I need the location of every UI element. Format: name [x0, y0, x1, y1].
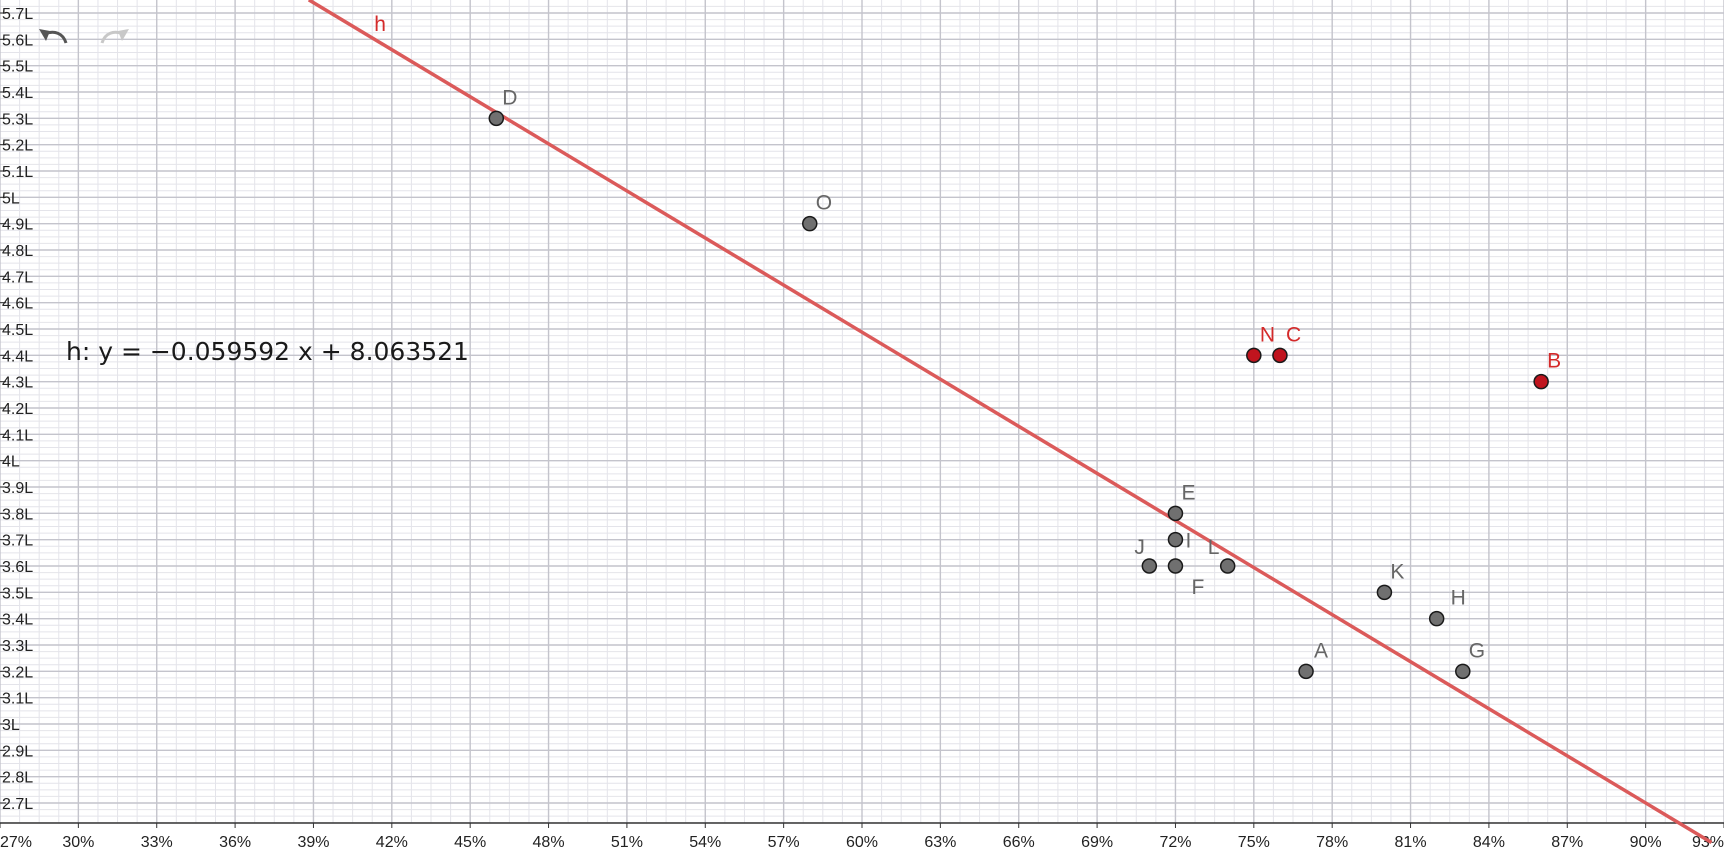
toolbar: [32, 18, 136, 54]
y-tick-label: 5.5L: [2, 59, 33, 76]
y-tick-label: 3.1L: [2, 691, 33, 708]
y-tick-label: 3.4L: [2, 612, 33, 629]
y-tick-label: 4.1L: [2, 427, 33, 444]
point-label-D: D: [502, 86, 517, 109]
data-point-K: [1376, 584, 1393, 601]
data-point-E: [1167, 505, 1184, 522]
data-point-C: [1272, 347, 1288, 364]
data-point-G: [1455, 663, 1471, 680]
data-point-D: [488, 110, 505, 127]
x-tick-label: 27%: [0, 834, 32, 850]
x-tick-label: 63%: [924, 834, 956, 850]
regression-lines: h: [307, 0, 1713, 845]
point-label-A: A: [1314, 639, 1328, 662]
x-tick-label: 84%: [1473, 834, 1505, 850]
x-tick-label: 42%: [376, 834, 408, 850]
point-label-J: J: [1134, 536, 1145, 559]
y-tick-label: 5L: [2, 190, 20, 207]
y-tick-label: 3.7L: [2, 533, 33, 550]
x-tick-label: 54%: [689, 834, 721, 850]
redo-button[interactable]: [94, 18, 136, 54]
x-tick-label: 72%: [1159, 834, 1191, 850]
y-tick-label: 3.5L: [2, 585, 33, 602]
x-tick-label: 90%: [1630, 834, 1662, 850]
x-tick-label: 78%: [1316, 834, 1348, 850]
y-tick-label: 4.9L: [2, 217, 33, 234]
y-tick-label: 5.6L: [2, 32, 33, 49]
y-tick-label: 4.2L: [2, 401, 33, 418]
point-label-B: B: [1547, 350, 1561, 373]
data-point-F: [1167, 558, 1184, 574]
y-tick-label: 4L: [2, 454, 20, 471]
point-label-O: O: [816, 192, 832, 215]
y-tick-label: 5.4L: [2, 85, 33, 102]
x-tick-label: 87%: [1551, 834, 1583, 850]
line-label-h: h: [374, 13, 386, 36]
data-point-H: [1428, 610, 1445, 627]
data-point-I: [1167, 531, 1184, 548]
data-point-B: [1533, 373, 1549, 390]
axes: [0, 12, 1724, 828]
x-tick-label: 69%: [1081, 834, 1113, 850]
major-gridlines: [0, 0, 1724, 823]
y-tick-label: 2.7L: [2, 796, 33, 813]
equation-label[interactable]: h: y = −0.059592 x + 8.063521: [66, 337, 469, 366]
point-label-L: L: [1208, 536, 1220, 559]
y-tick-label: 4.5L: [2, 322, 33, 339]
y-tick-label: 5.7L: [2, 6, 33, 23]
y-tick-label: 4.3L: [2, 375, 33, 392]
x-tick-label: 30%: [62, 834, 94, 850]
x-tick-label: 60%: [846, 834, 878, 850]
x-tick-label: 39%: [297, 834, 329, 850]
data-point-L: [1219, 558, 1236, 574]
y-tick-label: 5.1L: [2, 164, 33, 181]
redo-icon: [100, 29, 129, 44]
x-tick-label: 66%: [1003, 834, 1035, 850]
point-label-K: K: [1390, 560, 1404, 583]
undo-button[interactable]: [32, 18, 74, 54]
regression-line-h: [307, 0, 1713, 845]
y-tick-label: 3.3L: [2, 638, 33, 655]
data-point-O: [802, 215, 818, 232]
y-tick-label: 3.9L: [2, 480, 33, 497]
y-tick-label: 3.6L: [2, 559, 33, 576]
y-tick-label: 4.7L: [2, 269, 33, 286]
x-tick-label: 51%: [611, 834, 643, 850]
point-label-H: H: [1451, 587, 1466, 610]
data-point-J: [1141, 558, 1158, 574]
y-tick-label: 3.2L: [2, 664, 33, 681]
y-tick-label: 4.4L: [2, 348, 33, 365]
point-label-C: C: [1286, 323, 1301, 346]
y-tick-labels: 2.7L 2.8L 2.9L 3L 3.1L 3.2L 3.3L 3.4L 3.5L 3.6L 3.…: [2, 6, 33, 813]
point-label-F: F: [1191, 576, 1204, 599]
data-point-A: [1298, 663, 1314, 680]
data-point-N: [1246, 347, 1262, 364]
y-tick-label: 4.8L: [2, 243, 33, 260]
y-tick-label: 2.9L: [2, 743, 33, 760]
x-tick-labels: 27% 30% 33% 36% 39% 42% 45% 48% 51% 54% 57% 60% 63% 6…: [0, 834, 1724, 850]
data-points: D O N C B E I J FL K H A G: [488, 86, 1561, 680]
point-label-N: N: [1260, 323, 1275, 346]
point-label-I: I: [1185, 530, 1191, 553]
y-tick-label: 5.2L: [2, 138, 33, 155]
x-tick-label: 81%: [1395, 834, 1427, 850]
undo-icon: [39, 29, 68, 44]
y-tick-label: 4.6L: [2, 296, 33, 313]
x-tick-label: 45%: [454, 834, 486, 850]
x-tick-label: 36%: [219, 834, 251, 850]
x-tick-label: 48%: [533, 834, 565, 850]
y-tick-label: 3.8L: [2, 506, 33, 523]
point-label-E: E: [1181, 481, 1195, 504]
y-tick-label: 5.3L: [2, 111, 33, 128]
y-tick-label: 3L: [2, 717, 20, 734]
x-tick-label: 57%: [768, 834, 800, 850]
x-tick-label: 75%: [1238, 834, 1270, 850]
x-tick-label: 33%: [141, 834, 173, 850]
y-tick-label: 2.8L: [2, 770, 33, 787]
point-label-G: G: [1469, 639, 1485, 662]
